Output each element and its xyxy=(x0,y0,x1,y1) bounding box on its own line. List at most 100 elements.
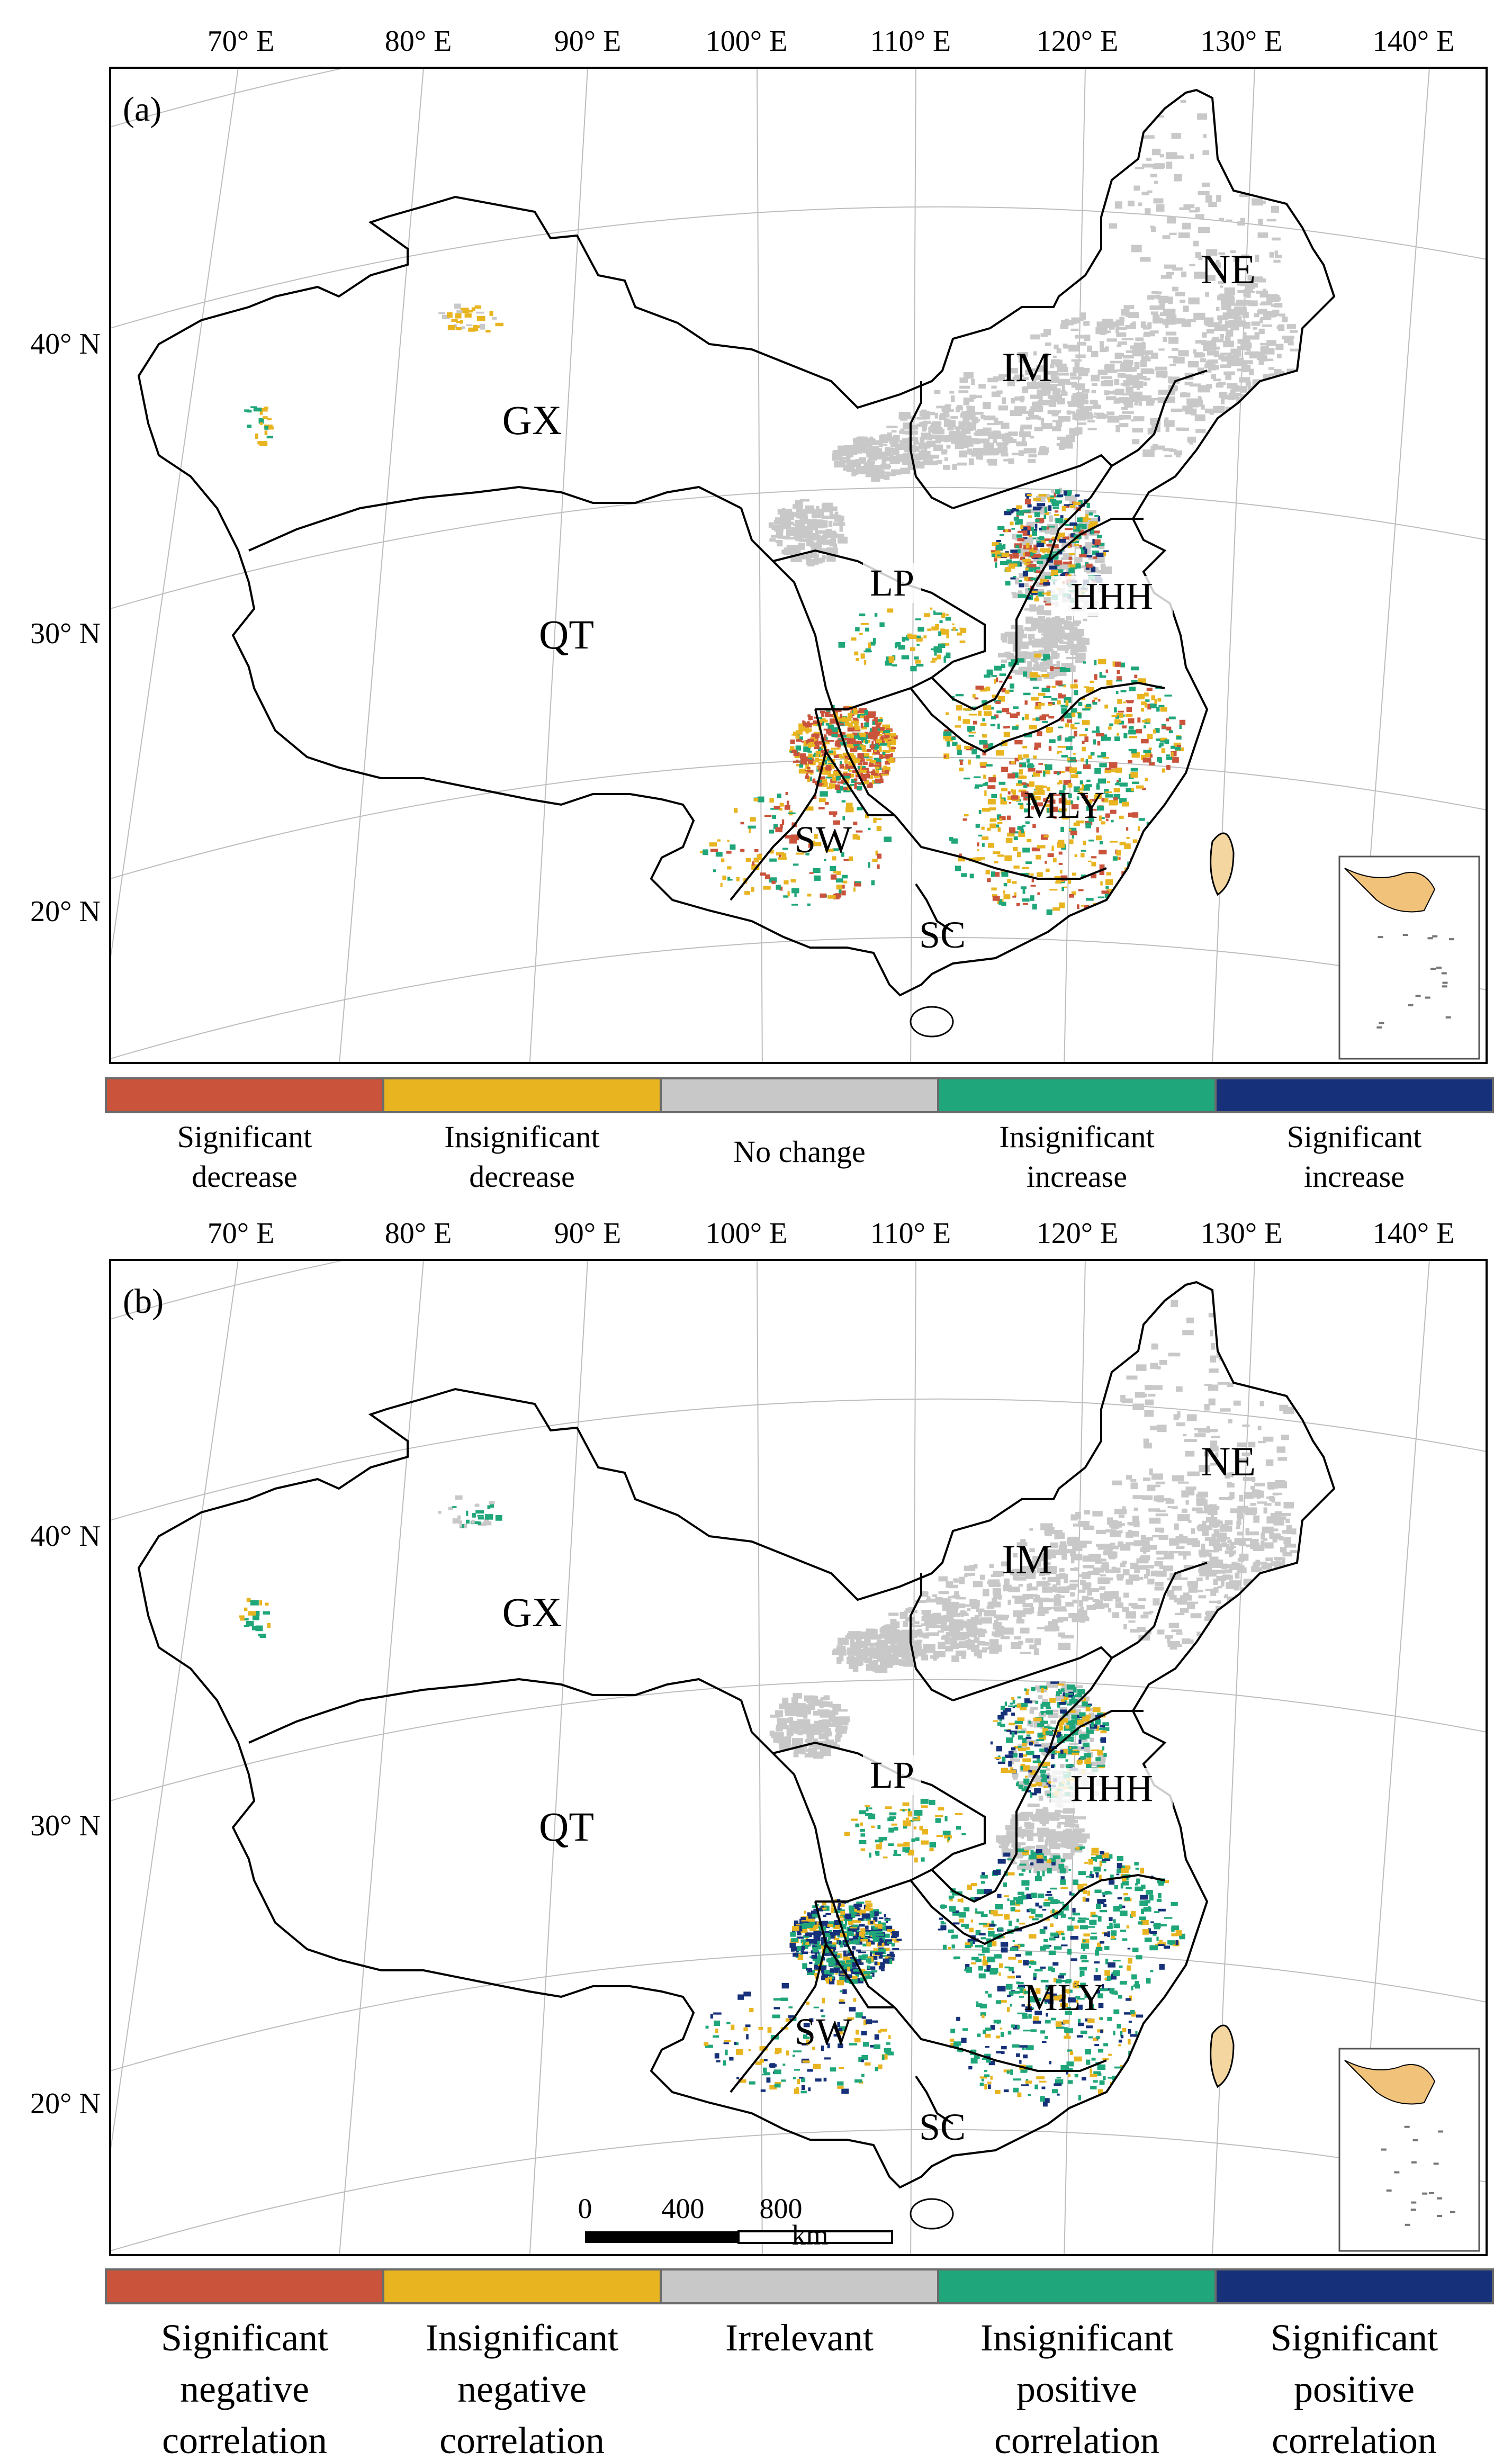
no-change-pixel xyxy=(1143,1438,1149,1446)
no-change-pixel xyxy=(921,1654,928,1661)
trend-pixel xyxy=(1019,580,1022,582)
no-change-pixel xyxy=(1206,329,1214,334)
no-change-pixel xyxy=(1077,1833,1090,1839)
trend-pixel xyxy=(980,723,987,726)
no-change-pixel xyxy=(1174,155,1184,159)
no-change-pixel xyxy=(1055,1587,1066,1593)
trend-pixel xyxy=(1021,527,1028,531)
trend-pixel xyxy=(800,759,807,765)
no-change-pixel xyxy=(1077,1616,1088,1620)
no-change-pixel xyxy=(840,1641,847,1646)
no-change-pixel xyxy=(1018,666,1031,671)
parallel-line xyxy=(110,486,1487,609)
no-change-pixel xyxy=(1036,537,1043,543)
no-change-pixel xyxy=(1020,1860,1030,1864)
no-change-pixel xyxy=(1079,1574,1091,1577)
no-change-pixel xyxy=(1077,1696,1090,1701)
no-change-pixel xyxy=(1065,1689,1070,1696)
no-change-pixel xyxy=(1002,635,1007,643)
trend-pixel xyxy=(1039,527,1042,530)
no-change-pixel xyxy=(1126,1611,1136,1619)
longitude-tick-label: 130° E xyxy=(1201,25,1283,58)
no-change-pixel xyxy=(1244,289,1253,293)
no-change-pixel xyxy=(977,448,989,456)
no-change-pixel xyxy=(1204,1451,1210,1457)
no-change-pixel xyxy=(1151,1473,1163,1480)
no-change-pixel xyxy=(1272,1538,1278,1543)
trend-pixel xyxy=(962,818,967,821)
no-change-pixel xyxy=(1094,1600,1103,1605)
no-change-pixel xyxy=(1221,356,1233,362)
trend-pixel xyxy=(1025,821,1030,824)
no-change-pixel xyxy=(1222,1574,1231,1578)
no-change-pixel xyxy=(977,1652,982,1659)
no-change-pixel xyxy=(912,453,922,457)
no-change-pixel xyxy=(1011,1843,1020,1848)
no-change-pixel xyxy=(1252,198,1264,206)
no-change-pixel xyxy=(978,384,986,389)
no-change-pixel xyxy=(907,425,919,430)
trend-pixel xyxy=(471,307,475,311)
trend-pixel xyxy=(748,825,756,829)
trend-pixel xyxy=(1039,536,1044,540)
no-change-pixel xyxy=(988,432,997,438)
no-change-pixel xyxy=(849,1661,854,1667)
no-change-pixel xyxy=(871,1629,878,1635)
no-change-pixel xyxy=(1237,1518,1241,1526)
trend-pixel xyxy=(790,834,799,841)
trend-pixel xyxy=(1071,804,1079,809)
no-change-pixel xyxy=(1091,374,1100,382)
no-change-pixel xyxy=(848,459,858,465)
no-change-pixel xyxy=(1056,1578,1061,1585)
no-change-pixel xyxy=(1046,1829,1056,1835)
no-change-pixel xyxy=(1143,350,1154,355)
no-change-pixel xyxy=(1045,342,1051,346)
trend-pixel xyxy=(818,759,823,761)
no-change-pixel xyxy=(1189,383,1201,387)
trend-pixel xyxy=(841,800,846,803)
meridian-line xyxy=(529,68,588,1063)
trend-pixel xyxy=(1051,698,1058,701)
trend-pixel xyxy=(1096,835,1102,841)
no-change-pixel xyxy=(1019,573,1027,579)
inset-island xyxy=(1432,935,1438,938)
trend-pixel xyxy=(1077,713,1082,719)
trend-pixel xyxy=(1075,786,1079,791)
no-change-pixel xyxy=(1132,349,1141,356)
no-change-pixel xyxy=(808,508,815,511)
trend-pixel xyxy=(1042,720,1048,723)
trend-pixel xyxy=(1068,757,1076,762)
trend-pixel xyxy=(783,895,789,898)
no-change-pixel xyxy=(1188,1587,1198,1593)
no-change-pixel xyxy=(1198,191,1210,195)
trend-pixel xyxy=(1052,858,1057,863)
trend-pixel xyxy=(888,739,893,742)
no-change-pixel xyxy=(1138,401,1142,406)
no-change-pixel xyxy=(1071,1554,1083,1561)
trend-pixel xyxy=(1064,697,1072,703)
trend-pixel xyxy=(1086,503,1091,508)
no-change-pixel xyxy=(1122,355,1134,359)
no-change-pixel xyxy=(822,515,834,519)
trend-pixel xyxy=(1109,723,1113,726)
no-change-pixel xyxy=(997,447,1008,454)
trend-pixel xyxy=(1003,890,1006,894)
no-change-pixel xyxy=(1083,618,1087,621)
no-change-pixel xyxy=(1130,1483,1138,1490)
trend-pixel xyxy=(1048,746,1052,751)
no-change-pixel xyxy=(1189,438,1193,445)
trend-pixel xyxy=(815,742,819,747)
trend-pixel xyxy=(993,851,1001,854)
no-change-pixel xyxy=(992,430,1000,434)
trend-pixel xyxy=(790,739,795,744)
no-change-pixel xyxy=(1039,511,1046,515)
no-change-pixel xyxy=(1007,431,1018,437)
no-change-pixel xyxy=(811,555,817,558)
trend-pixel xyxy=(1131,749,1137,754)
no-change-pixel xyxy=(1208,1384,1219,1391)
trend-pixel xyxy=(998,781,1006,785)
trend-pixel xyxy=(992,894,997,897)
trend-pixel xyxy=(1018,754,1023,760)
trend-pixel xyxy=(1065,737,1073,742)
trend-pixel xyxy=(988,777,996,782)
